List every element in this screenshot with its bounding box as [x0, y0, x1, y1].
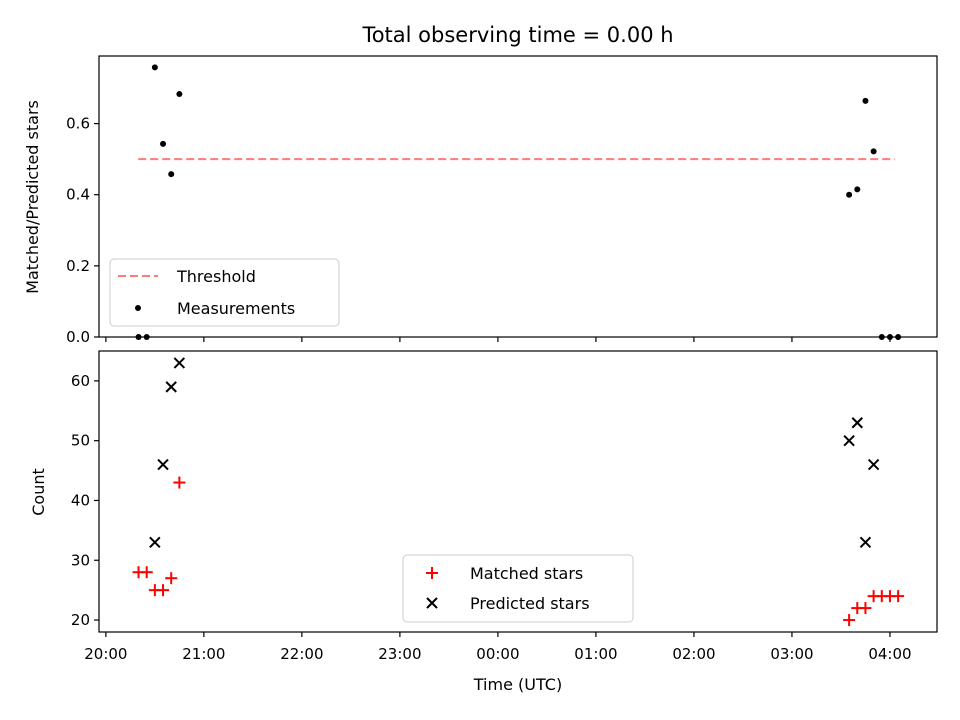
measurements-point: [176, 91, 183, 98]
measurements-legend-marker: [135, 305, 141, 311]
matched-stars-point: [173, 476, 186, 489]
y-tick-label: 0.4: [66, 186, 90, 204]
measurements-point: [160, 140, 167, 147]
chart-title: Total observing time = 0.00 h: [361, 23, 673, 47]
measurement-points: [135, 64, 902, 340]
y-tick-label: 30: [71, 551, 90, 569]
matched-stars-point: [843, 614, 856, 627]
ratio-axes-frame: [98, 55, 938, 338]
count-y-ticks: 20 30 40 50 60: [71, 372, 99, 629]
predicted-legend-marker: [426, 597, 438, 609]
y-tick-label: 0.0: [66, 328, 90, 346]
predicted-stars-point: [859, 536, 872, 549]
predicted-stars-point: [867, 458, 880, 471]
x-tick-label: 23:00: [378, 645, 421, 663]
predicted-stars-point: [173, 357, 186, 369]
count-legend: Matched stars Predicted stars: [402, 554, 634, 623]
measurements-point: [151, 64, 158, 71]
x-tick-label: 01:00: [574, 645, 617, 663]
matched-stars-point: [165, 572, 178, 585]
measurements-point: [862, 97, 869, 104]
x-tick-label: 02:00: [672, 645, 715, 663]
ratio-legend-box: [109, 258, 340, 327]
x-tick-label: 21:00: [182, 645, 225, 663]
predicted-stars-point: [149, 536, 161, 549]
predicted-stars-point: [851, 417, 863, 429]
count-legend-box: [402, 554, 634, 623]
y-tick-label: 40: [71, 491, 90, 509]
ratio-legend: Threshold Measurements: [109, 258, 340, 327]
ratio-y-ticks: 0.0 0.2 0.4 0.6: [66, 115, 99, 346]
x-tick-label: 04:00: [868, 645, 911, 663]
matched-stars-point: [859, 602, 872, 615]
x-axis-label: Time (UTC): [473, 675, 562, 694]
measurements-point: [168, 171, 175, 178]
measurements-point: [854, 186, 861, 193]
predicted-stars-point: [165, 381, 177, 393]
count-y-axis-label: Count: [29, 468, 48, 516]
x-tick-label: 03:00: [770, 645, 813, 663]
predicted-legend-label: Predicted stars: [470, 594, 590, 613]
measurements-point: [870, 148, 877, 155]
y-tick-label: 50: [71, 432, 90, 450]
measurements-point: [846, 191, 853, 198]
predicted-stars-point: [157, 458, 169, 471]
count-points: [132, 357, 905, 627]
y-tick-label: 20: [71, 611, 90, 629]
threshold-legend-label: Threshold: [176, 267, 256, 286]
matched-stars-point: [157, 584, 170, 597]
matched-stars-point: [892, 590, 905, 603]
ratio-x-ticks: [105, 337, 891, 342]
ratio-y-axis-label: Matched/Predicted stars: [23, 100, 42, 294]
x-tick-label: 22:00: [280, 645, 323, 663]
count-axes-frame: [98, 350, 938, 633]
y-tick-label: 60: [71, 372, 90, 390]
matched-stars-point: [140, 566, 153, 579]
matched-legend-label: Matched stars: [470, 564, 583, 583]
x-tick-label: 00:00: [476, 645, 519, 663]
measurements-legend-label: Measurements: [177, 299, 295, 318]
count-panel: 20 30 40 50 60 20:00 21:00 22:00 23:00 00:00 01:0…: [29, 350, 938, 694]
y-tick-label: 0.2: [66, 257, 90, 275]
predicted-stars-point: [843, 434, 855, 447]
x-tick-label: 20:00: [84, 645, 127, 663]
matched-legend-marker: [426, 567, 438, 579]
ratio-panel: 0.0 0.2 0.4 0.6 Matched/Predicted stars Thr…: [23, 55, 938, 346]
count-x-ticks: 20:00 21:00 22:00 23:00 00:00 01:00 02:00 03:00…: [84, 632, 912, 663]
y-tick-label: 0.6: [66, 115, 90, 133]
